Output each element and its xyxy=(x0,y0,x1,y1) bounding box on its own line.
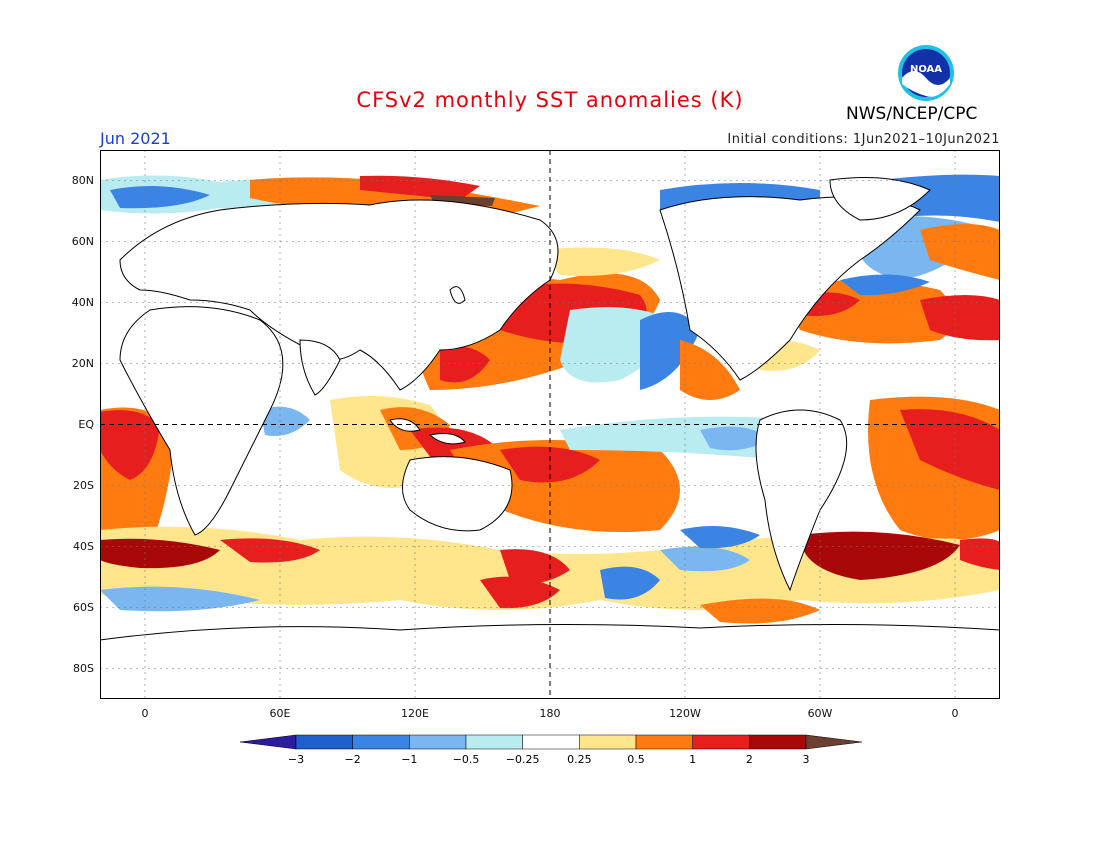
colorbar-min-triangle xyxy=(240,734,297,750)
lon-label: 120W xyxy=(669,707,701,720)
colorbar-tick-label: −1 xyxy=(401,753,417,766)
colorbar-tick-label: 0.25 xyxy=(567,753,592,766)
colorbar-swatch xyxy=(579,734,637,750)
colorbar: −3 −2 −1 −0.5 −0.25 0.25 0.5 1 2 3 xyxy=(240,734,862,766)
colorbar-swatch xyxy=(692,734,750,750)
lat-label: 60S xyxy=(73,600,94,614)
colorbar-tick-label: −3 xyxy=(288,753,304,766)
gridlines xyxy=(100,150,1000,699)
lat-label: 60N xyxy=(71,234,94,248)
lat-label: 80S xyxy=(73,661,94,675)
initial-conditions: Initial conditions: 1Jun2021–10Jun2021 xyxy=(727,132,1000,147)
colorbar-swatch xyxy=(749,734,807,750)
lat-label: 40S xyxy=(73,539,94,553)
lat-label: 40N xyxy=(71,295,94,309)
noaa-logo-text: NOAA xyxy=(910,64,942,75)
colorbar-swatch xyxy=(522,734,580,750)
chart-title: CFSv2 monthly SST anomalies (K) xyxy=(356,88,744,112)
lat-label: 80N xyxy=(71,173,94,187)
colorbar-max-triangle xyxy=(805,734,862,750)
colorbar-tick-label: 2 xyxy=(746,753,753,766)
lon-label: 180 xyxy=(539,707,561,720)
colorbar-tick-label: 0.5 xyxy=(627,753,645,766)
colorbar-swatch xyxy=(635,734,693,750)
sst-anomaly-map xyxy=(100,150,1000,699)
colorbar-swatch xyxy=(352,734,410,750)
colorbar-swatch xyxy=(295,734,353,750)
lon-label: 120E xyxy=(401,707,429,720)
lat-label: EQ xyxy=(78,417,94,431)
colorbar-swatch xyxy=(409,734,467,750)
lon-label: 60W xyxy=(807,707,833,720)
colorbar-tick-label: −2 xyxy=(345,753,361,766)
colorbar-swatch xyxy=(465,734,523,750)
colorbar-tick-label: −0.5 xyxy=(453,753,480,766)
lon-label: 0 xyxy=(141,707,149,720)
lon-label: 0 xyxy=(951,707,959,720)
agency-label: NWS/NCEP/CPC xyxy=(846,104,978,124)
colorbar-tick-label: −0.25 xyxy=(506,753,540,766)
noaa-logo: NOAA xyxy=(898,45,954,101)
lat-label: 20N xyxy=(71,356,94,370)
colorbar-tick-label: 3 xyxy=(803,753,810,766)
forecast-month: Jun 2021 xyxy=(100,129,171,148)
lat-label: 20S xyxy=(73,478,94,492)
lon-label: 60E xyxy=(269,707,291,720)
colorbar-tick-label: 1 xyxy=(689,753,696,766)
